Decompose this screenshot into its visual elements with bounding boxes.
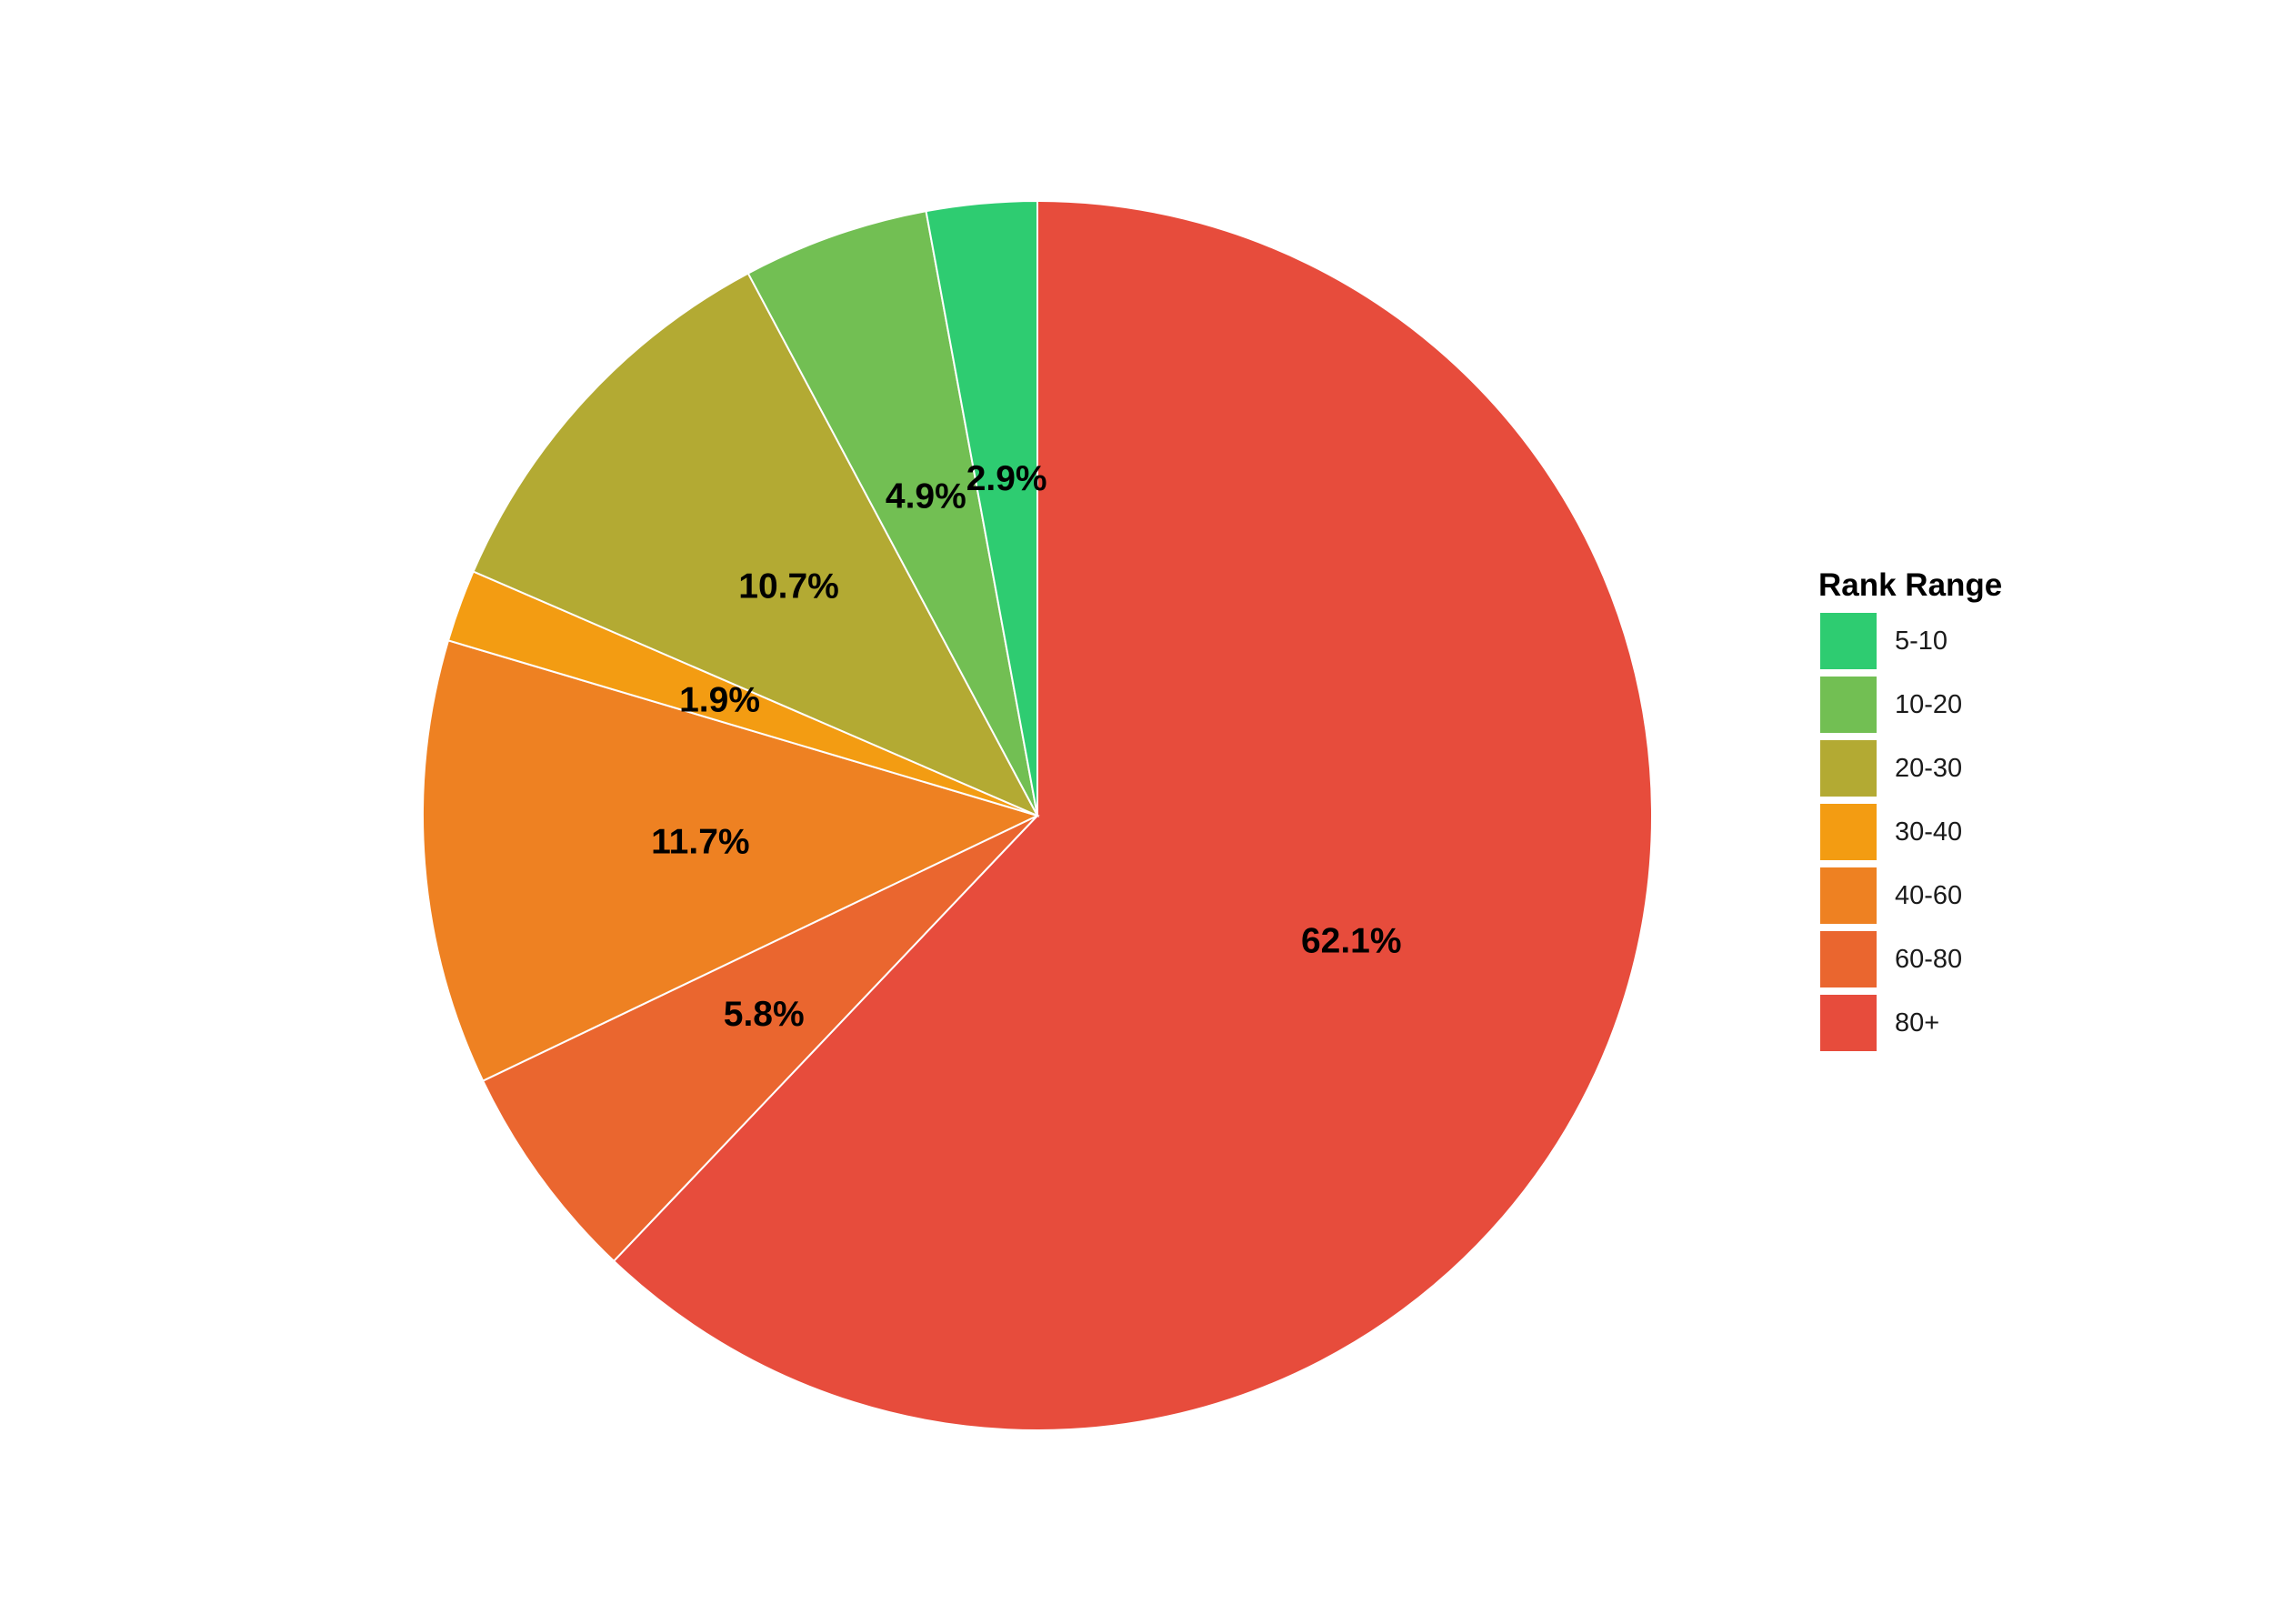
- legend-item-5-10: 5-10: [1818, 609, 2002, 673]
- slice-label-80+: 62.1%: [1301, 921, 1402, 960]
- slice-label-10-20: 4.9%: [886, 477, 966, 516]
- slice-label-20-30: 10.7%: [738, 567, 839, 606]
- pie-slice-5-10: [925, 199, 1038, 817]
- legend-swatch: [1818, 802, 1878, 862]
- pie-slice-20-30: [472, 272, 1040, 818]
- legend-label: 20-30: [1895, 753, 1963, 783]
- legend-swatch: [1818, 929, 1878, 989]
- legend-item-10-20: 10-20: [1818, 673, 2002, 737]
- pie-slice-40-60: [422, 639, 1040, 1082]
- legend-label: 60-80: [1895, 944, 1963, 974]
- legend-swatch: [1818, 738, 1878, 798]
- pie-slices: [422, 199, 1653, 1431]
- legend-item-30-40: 30-40: [1818, 800, 2002, 864]
- legend-title: Rank Range: [1818, 567, 2003, 603]
- legend-item-80+: 80+: [1818, 991, 2002, 1055]
- legend-swatch: [1818, 993, 1878, 1053]
- pie-labels: 62.1% 5.8% 11.7% 1.9% 10.7% 4.9% 2.9%: [651, 459, 1401, 1034]
- slice-label-60-80: 5.8%: [724, 995, 805, 1034]
- legend-item-60-80: 60-80: [1818, 927, 2002, 991]
- legend-items: 5-10 10-20 20-30 30-40 40-60 60-80 80+: [1818, 609, 2002, 1055]
- pie-slice-80+: [612, 199, 1653, 1431]
- legend-label: 80+: [1895, 1007, 1940, 1038]
- legend-swatch: [1818, 866, 1878, 926]
- legend-swatch: [1818, 611, 1878, 671]
- slice-label-30-40: 1.9%: [679, 680, 760, 719]
- slice-label-5-10: 2.9%: [966, 459, 1047, 498]
- legend-item-40-60: 40-60: [1818, 864, 2002, 927]
- pie-slice-60-80: [481, 815, 1038, 1263]
- legend: Rank Range 5-10 10-20 20-30 30-40 40-60 60-80…: [1818, 562, 2002, 1055]
- legend-label: 30-40: [1895, 817, 1963, 847]
- pie-slice-10-20: [746, 210, 1038, 817]
- legend-label: 40-60: [1895, 880, 1963, 910]
- legend-label: 10-20: [1895, 689, 1963, 719]
- legend-item-20-30: 20-30: [1818, 737, 2002, 800]
- slice-label-40-60: 11.7%: [651, 823, 749, 862]
- legend-swatch: [1818, 675, 1878, 735]
- legend-label: 5-10: [1895, 626, 1948, 656]
